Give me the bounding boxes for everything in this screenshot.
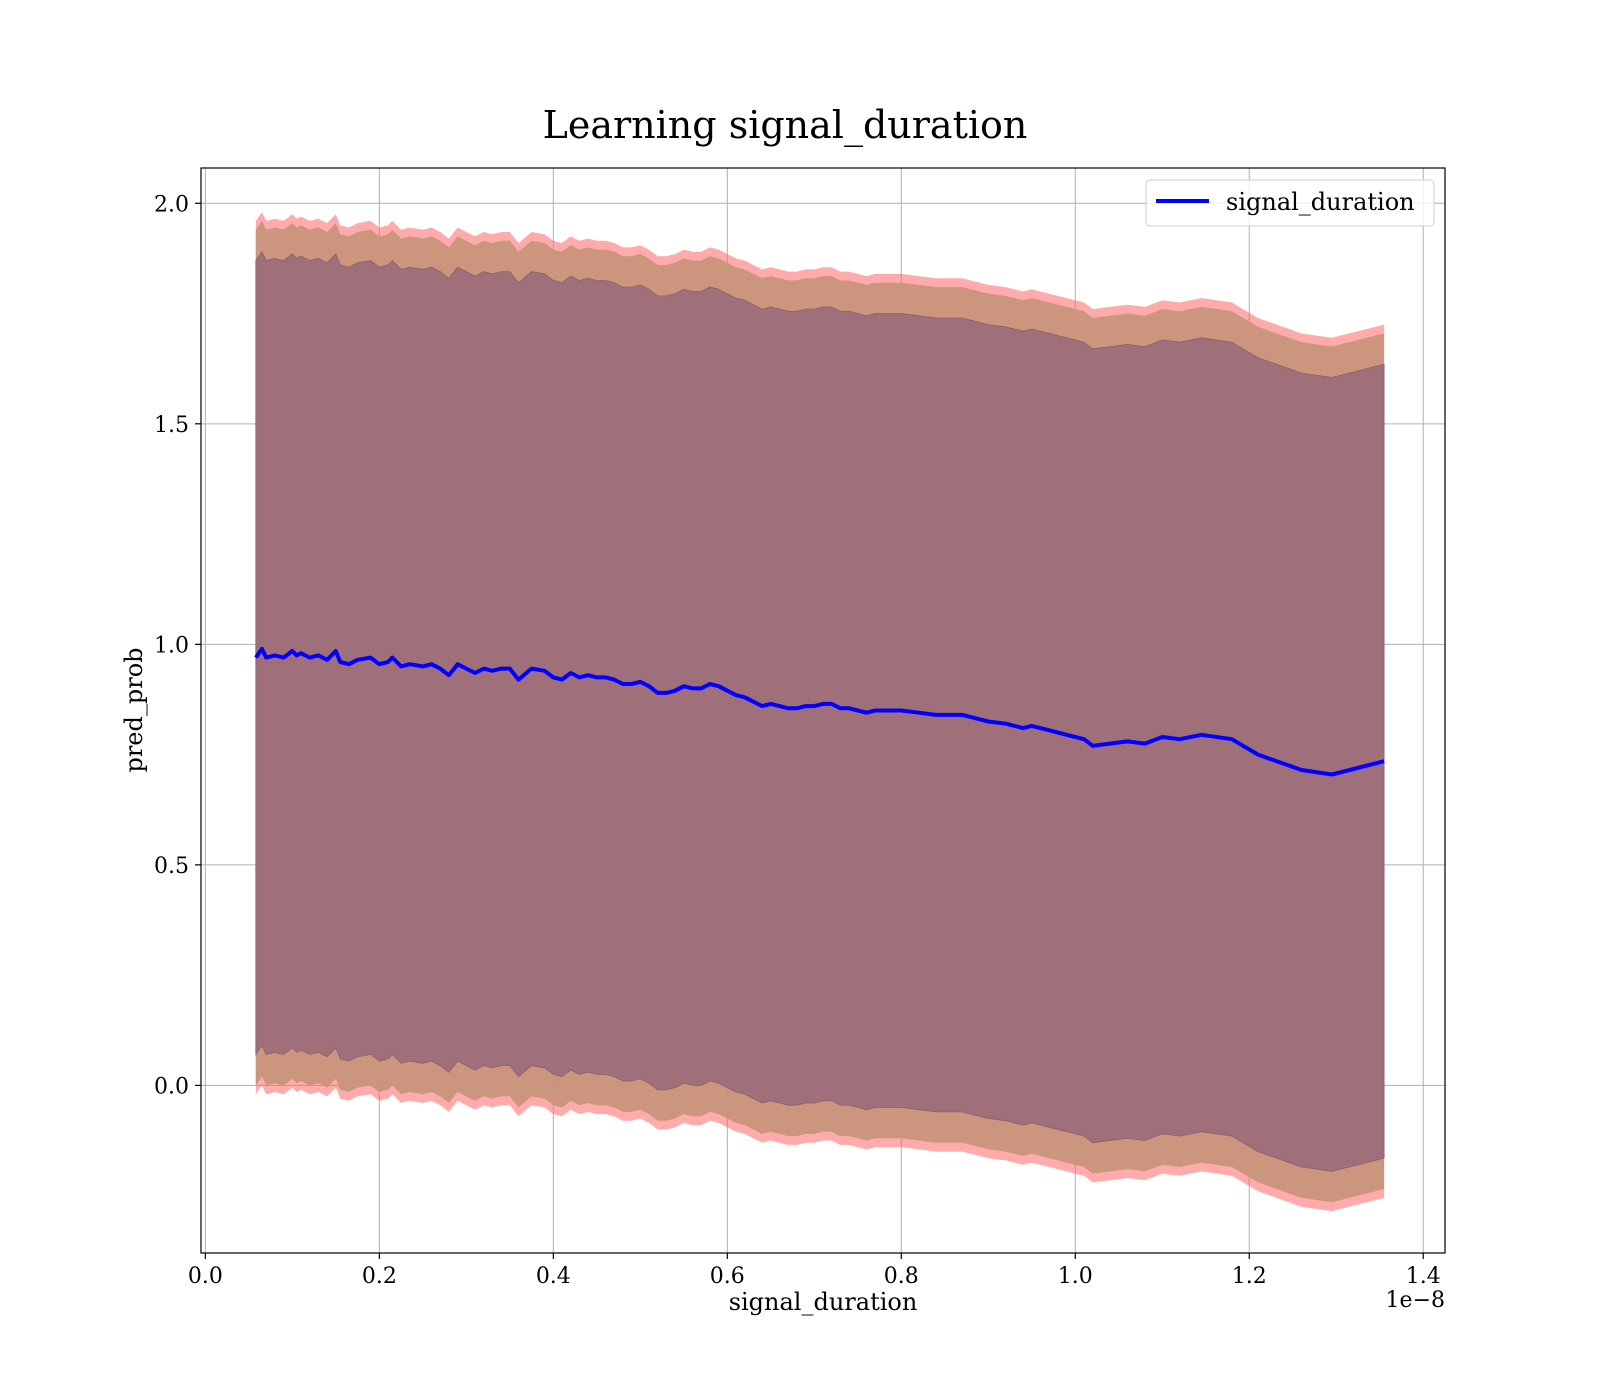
x-tick-label: 0.2	[362, 1264, 397, 1289]
x-axis-label: signal_duration	[729, 1288, 918, 1316]
y-axis-label: pred_prob	[120, 647, 148, 772]
x-tick-label: 0.8	[884, 1264, 919, 1289]
x-tick-label: 1.0	[1058, 1264, 1093, 1289]
y-tick-label: 0.0	[154, 1074, 189, 1099]
x-axis: 0.0 0.2 0.4 0.6 0.8 1.0 1.2 1.4	[188, 1253, 1441, 1289]
series-line-signal-duration	[254, 646, 1385, 777]
legend-entry-label: signal_duration	[1226, 188, 1415, 216]
y-axis: 0.0 0.5 1.0 1.5 2.0	[154, 192, 201, 1099]
y-tick-label: 2.0	[154, 192, 189, 217]
x-tick-label: 1.4	[1406, 1264, 1441, 1289]
y-tick-label: 1.5	[154, 413, 189, 438]
legend: signal_duration	[1145, 179, 1435, 227]
bands	[255, 212, 1385, 1212]
y-tick-label: 0.5	[154, 854, 189, 879]
plot-frame	[200, 167, 1446, 1254]
x-tick-label: 0.0	[188, 1264, 223, 1289]
x-tick-label: 1.2	[1232, 1264, 1267, 1289]
band-inner	[255, 251, 1385, 1172]
x-tick-label: 0.4	[536, 1264, 571, 1289]
legend-box	[1145, 179, 1435, 227]
chart-title: Learning signal_duration	[543, 103, 1028, 148]
x-tick-label: 0.6	[710, 1264, 745, 1289]
series-lines	[254, 646, 1385, 777]
y-tick-label: 1.0	[154, 633, 189, 658]
x-offset-text: 1e−8	[1386, 1288, 1445, 1313]
